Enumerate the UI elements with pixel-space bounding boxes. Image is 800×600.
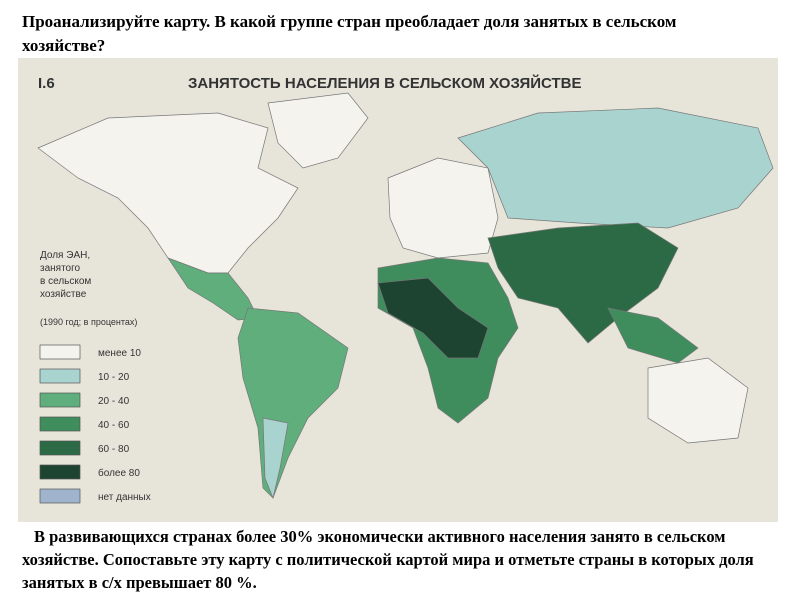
legend-label: более 80 [98, 467, 140, 479]
legend-swatch [39, 392, 81, 408]
north-america [37, 112, 299, 274]
legend-swatch [39, 464, 81, 480]
argentina [262, 417, 289, 500]
russia [457, 107, 774, 229]
legend-title: хозяйстве [40, 289, 87, 300]
legend-note: (1990 год; в процентах) [40, 317, 137, 327]
sahel [377, 277, 489, 359]
answer: В развивающихся странах более 30% эконом… [22, 527, 754, 592]
greenland [267, 92, 369, 169]
legend-swatch [39, 488, 81, 504]
legend-title: занятого [40, 263, 81, 274]
legend-label: 10 - 20 [98, 372, 130, 383]
legend-title: в сельском [40, 276, 91, 287]
legend-label: менее 10 [98, 348, 141, 359]
legend-swatch [39, 416, 81, 432]
legend-swatch [39, 368, 81, 384]
continents [37, 92, 774, 500]
legend: Доля ЭАН, занятого в сельском хозяйстве … [39, 250, 151, 504]
map: I.6 ЗАНЯТОСТЬ НАСЕЛЕНИЯ В СЕЛЬСКОМ ХОЗЯЙ… [18, 58, 778, 522]
legend-swatch [39, 440, 81, 456]
southeast-asia [607, 307, 699, 364]
legend-label: 40 - 60 [98, 420, 130, 431]
australia [647, 357, 749, 444]
map-label: I.6 [38, 75, 55, 92]
legend-title: Доля ЭАН, [40, 250, 90, 261]
question: Проанализируйте карту. В какой группе ст… [22, 12, 677, 55]
legend-swatch [39, 344, 81, 360]
legend-label: нет данных [98, 492, 151, 503]
legend-label: 60 - 80 [98, 444, 130, 455]
map-title: ЗАНЯТОСТЬ НАСЕЛЕНИЯ В СЕЛЬСКОМ ХОЗЯЙСТВЕ [188, 74, 582, 92]
legend-label: 20 - 40 [98, 396, 130, 407]
europe [387, 157, 499, 259]
